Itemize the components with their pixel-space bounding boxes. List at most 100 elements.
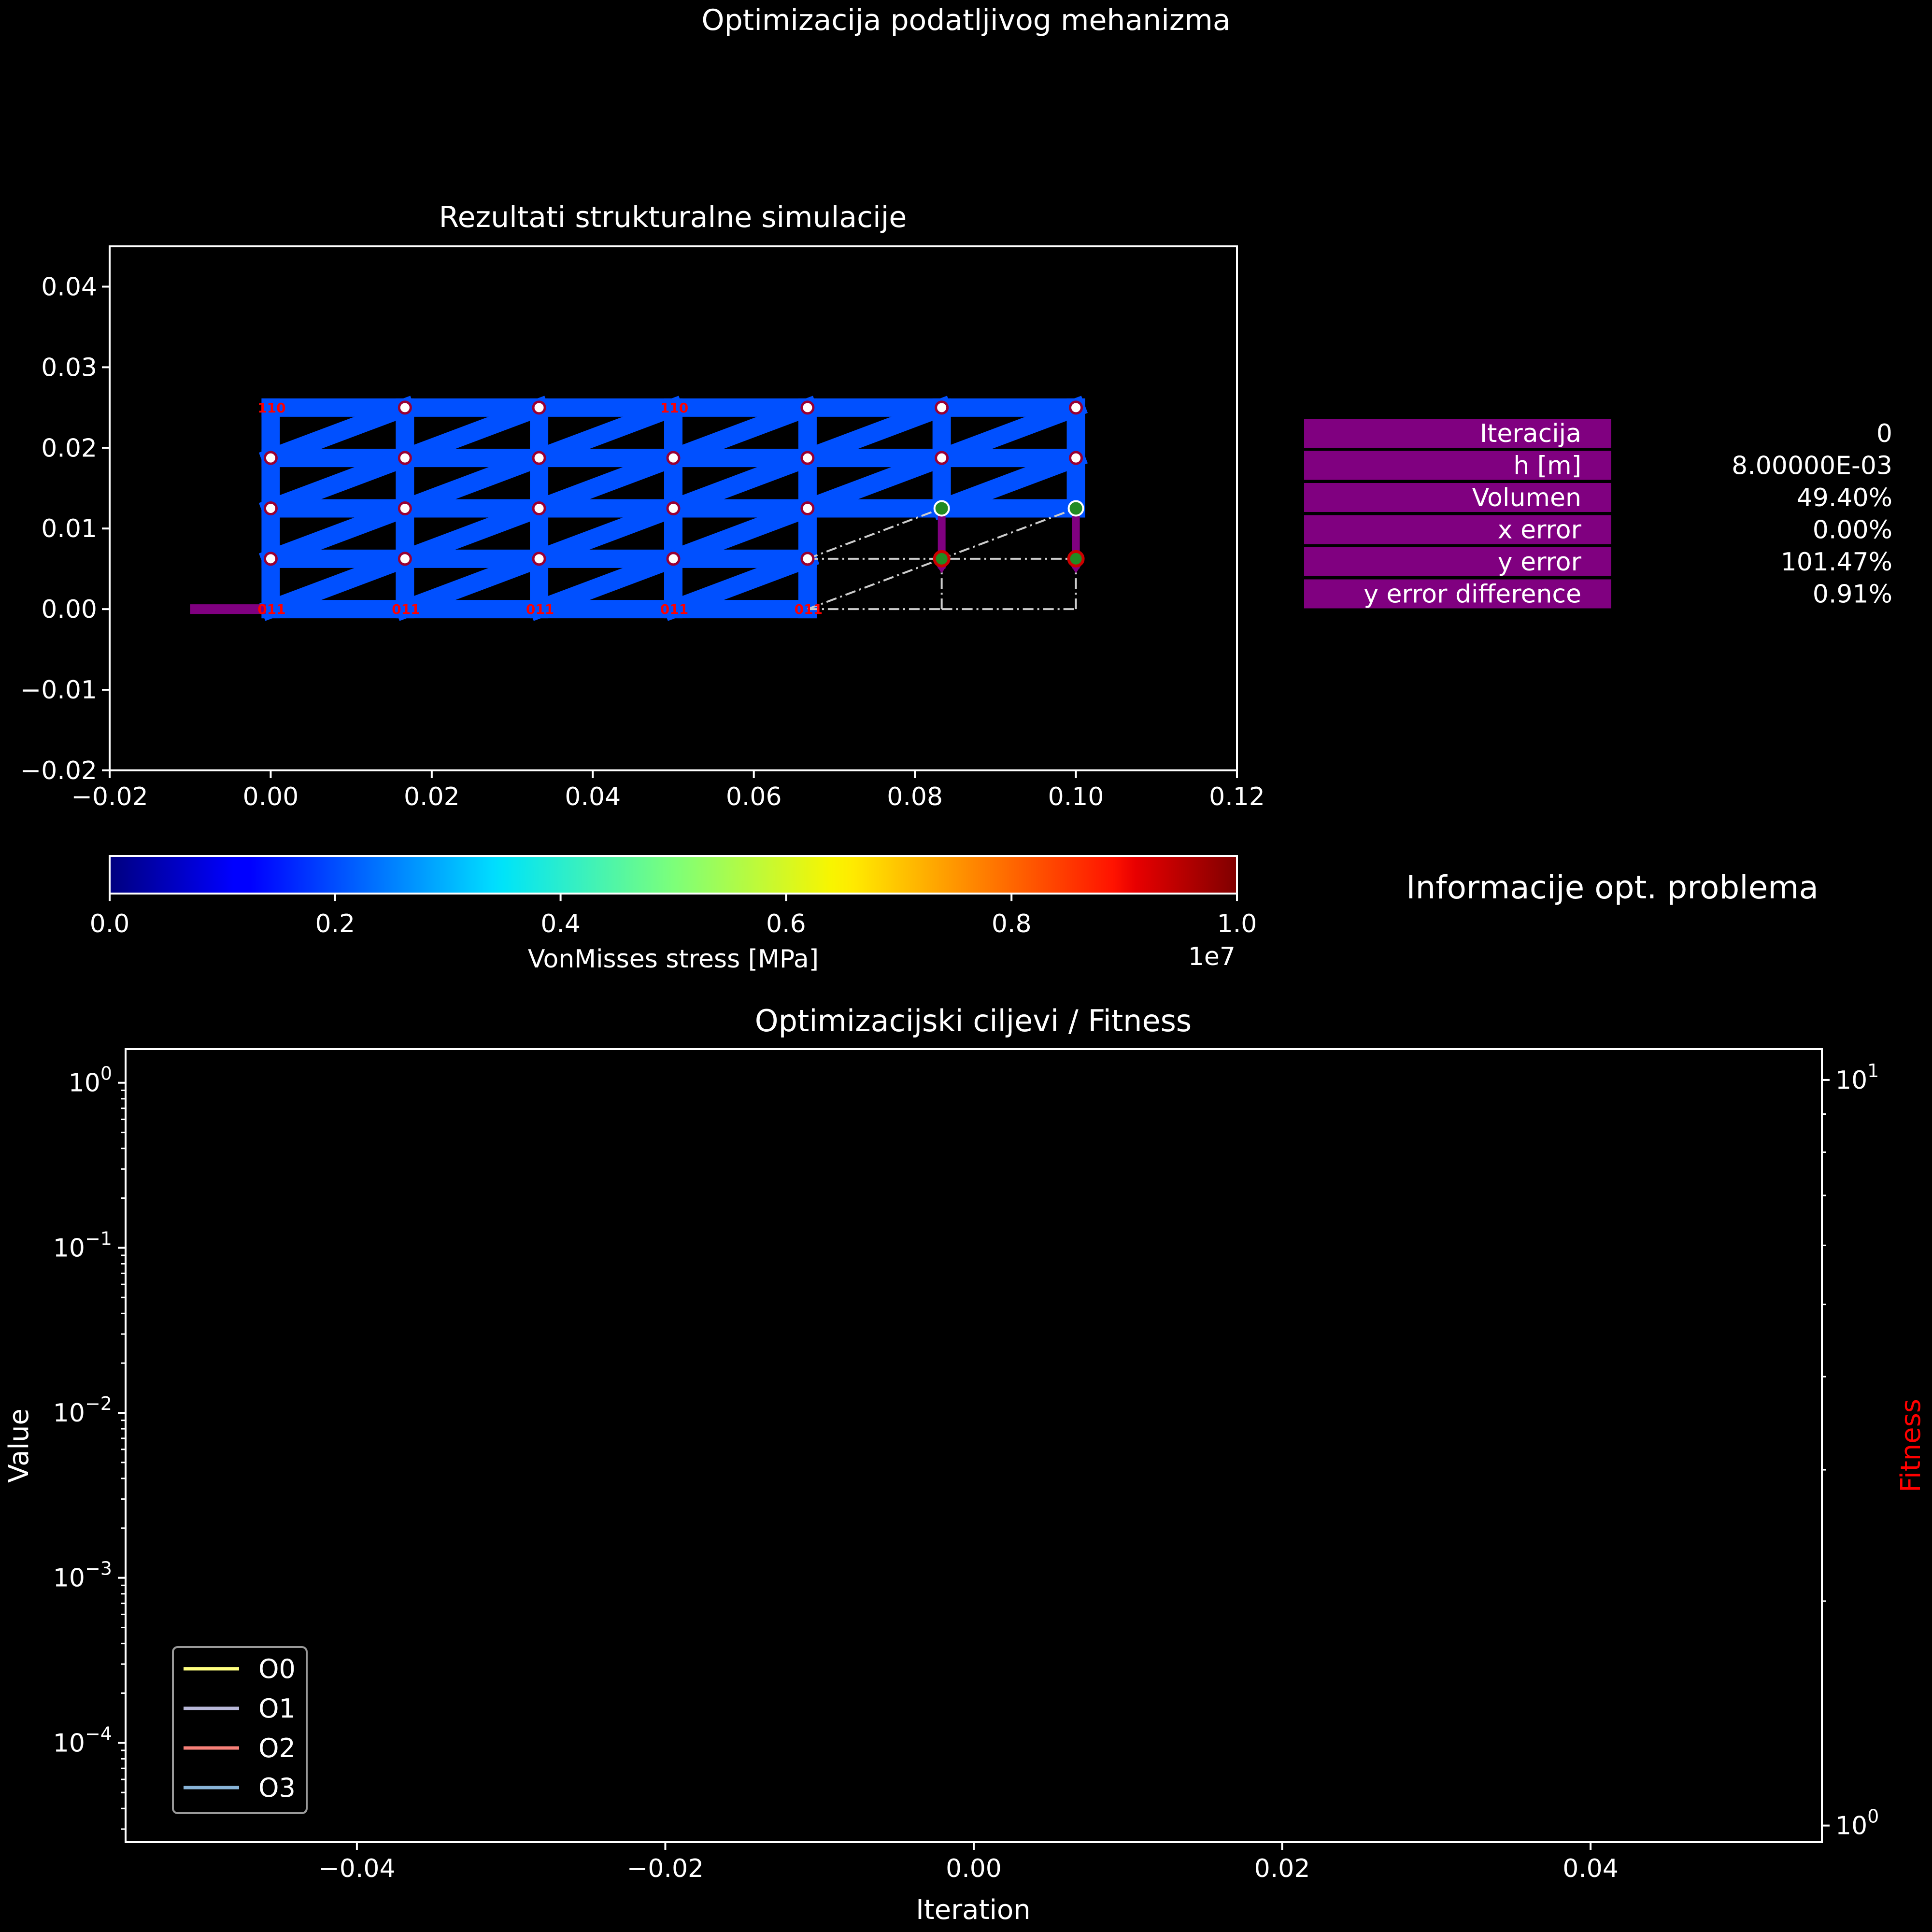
y-tick-label: 10−3 bbox=[53, 1558, 112, 1593]
structure-node bbox=[398, 552, 412, 566]
x-tick-label: 0.06 bbox=[726, 782, 782, 811]
info-label-box bbox=[1304, 483, 1611, 512]
colorbar-tick-label: 0.0 bbox=[90, 909, 130, 938]
target-node-start bbox=[1067, 500, 1084, 517]
legend-label: O1 bbox=[258, 1693, 296, 1724]
info-table-title: Informacije opt. problema bbox=[1406, 869, 1818, 906]
y-right-tick-label: 101 bbox=[1835, 1060, 1879, 1095]
figure-title: Optimizacija podatljivog mehanizma bbox=[701, 3, 1230, 37]
structure-member bbox=[393, 446, 551, 520]
info-value: 0.00% bbox=[1813, 516, 1892, 545]
legend-label: O0 bbox=[258, 1654, 296, 1684]
colorbar-gradient bbox=[109, 855, 1238, 895]
x-tick-label: 0.12 bbox=[1209, 782, 1265, 811]
y-tick-label: 0.01 bbox=[41, 514, 97, 543]
colorbar-offset-text: 1e7 bbox=[1188, 942, 1236, 971]
y-tick-label: −0.02 bbox=[20, 756, 97, 785]
structure-member bbox=[930, 396, 1088, 470]
info-value: 0 bbox=[1876, 419, 1892, 448]
structure-member bbox=[796, 446, 954, 520]
structure-plot: Rezultati strukturalne simulacije 011 011… bbox=[20, 200, 1265, 811]
y-tick-label: 100 bbox=[69, 1063, 112, 1098]
structure-node bbox=[800, 501, 815, 515]
structure-node bbox=[935, 400, 949, 415]
structure-node bbox=[666, 552, 681, 566]
x-tick-label: 0.02 bbox=[404, 782, 460, 811]
structure-member bbox=[661, 446, 820, 520]
target-node-end bbox=[933, 550, 951, 568]
x-tick-label: 0.00 bbox=[946, 1854, 1002, 1883]
structure-member bbox=[527, 446, 685, 520]
structure-node bbox=[666, 451, 681, 465]
target-path-line bbox=[807, 507, 942, 560]
structure-node bbox=[263, 451, 278, 465]
target-node-end bbox=[1067, 550, 1085, 568]
fitness-y-label: Fitness bbox=[1895, 1399, 1927, 1492]
info-label: y error difference bbox=[1364, 580, 1581, 609]
structure-member bbox=[527, 497, 685, 571]
colorbar-tick-label: 0.4 bbox=[540, 909, 581, 938]
target-node-start bbox=[933, 500, 950, 517]
colorbar-tick-label: 0.6 bbox=[766, 909, 806, 938]
objectives-plot: Optimizacijski ciljevi / Fitness −0.04 −0… bbox=[3, 1003, 1927, 1926]
structure-node bbox=[263, 501, 278, 515]
y-tick-label: 0.02 bbox=[41, 434, 97, 463]
colorbar-tick-label: 1.0 bbox=[1217, 909, 1257, 938]
structure-member bbox=[661, 547, 820, 621]
y-tick-label: 10−1 bbox=[53, 1228, 112, 1263]
objectives-x-axis: −0.04 −0.02 0.00 0.02 0.04 bbox=[318, 1842, 1619, 1883]
structure-member bbox=[258, 396, 417, 470]
info-value: 101.47% bbox=[1781, 548, 1892, 577]
structure-node bbox=[800, 400, 815, 415]
info-table: Iteracija 0 h [m] 8.00000E-03 Volumen 49.40% x… bbox=[1304, 419, 1892, 906]
structure-member bbox=[661, 396, 820, 470]
info-label: y error bbox=[1498, 548, 1582, 577]
x-tick-label: −0.04 bbox=[318, 1854, 395, 1883]
info-value: 8.00000E-03 bbox=[1732, 452, 1892, 481]
objectives-y-label: Value bbox=[3, 1408, 35, 1483]
y-tick-label: 0.04 bbox=[41, 272, 97, 301]
x-tick-label: 0.00 bbox=[243, 782, 299, 811]
structure-y-axis: −0.02 −0.01 0.00 0.01 0.02 0.03 0.04 bbox=[20, 272, 110, 785]
structure-node bbox=[1069, 400, 1083, 415]
structure-node bbox=[532, 552, 546, 566]
structure-member bbox=[930, 446, 1088, 520]
structure-member bbox=[393, 547, 551, 621]
structure-node bbox=[1069, 451, 1083, 465]
structure-member bbox=[258, 497, 417, 571]
structure-node bbox=[532, 400, 546, 415]
info-label: Iteracija bbox=[1480, 419, 1581, 448]
x-tick-label: −0.02 bbox=[71, 782, 148, 811]
structure-member bbox=[258, 446, 417, 520]
objectives-y-axis-left: 100 10−1 10−2 10−3 10−4 bbox=[53, 1063, 126, 1830]
support-label: 110 bbox=[660, 400, 688, 416]
structure-member bbox=[393, 497, 551, 571]
structure-plot-area: 011 011 011 011 011 110 110 bbox=[190, 396, 1088, 621]
structure-node bbox=[532, 451, 546, 465]
x-tick-label: 0.08 bbox=[887, 782, 943, 811]
legend-box bbox=[172, 1646, 308, 1814]
x-tick-label: 0.04 bbox=[565, 782, 621, 811]
structure-node bbox=[398, 451, 412, 465]
x-tick-label: 0.10 bbox=[1048, 782, 1104, 811]
structure-member bbox=[258, 547, 417, 621]
structure-member bbox=[796, 396, 954, 470]
structure-member bbox=[527, 547, 685, 621]
x-tick-label: 0.02 bbox=[1254, 1854, 1310, 1883]
y-tick-label: 10−2 bbox=[53, 1393, 112, 1428]
info-table-rows: Iteracija 0 h [m] 8.00000E-03 Volumen 49.40% x… bbox=[1304, 419, 1892, 609]
info-value: 0.91% bbox=[1813, 580, 1892, 609]
colorbar-tick-label: 0.2 bbox=[315, 909, 355, 938]
stress-colorbar: 0.0 0.2 0.4 0.6 0.8 1.0 VonMisses stress [MPa… bbox=[90, 855, 1257, 974]
structure-x-axis: −0.02 0.00 0.02 0.04 0.06 0.08 0.10 0.12 bbox=[71, 770, 1265, 811]
objectives-legend: O0 O1 O2 O3 bbox=[172, 1646, 308, 1814]
structure-member bbox=[393, 396, 551, 470]
support-label: 011 bbox=[526, 601, 554, 617]
structure-node bbox=[800, 552, 815, 566]
y-tick-label: 0.00 bbox=[41, 595, 97, 624]
structure-node bbox=[800, 451, 815, 465]
x-tick-label: −0.02 bbox=[627, 1854, 704, 1883]
y-tick-label: 0.03 bbox=[41, 353, 97, 382]
x-tick-label: 0.04 bbox=[1563, 1854, 1619, 1883]
